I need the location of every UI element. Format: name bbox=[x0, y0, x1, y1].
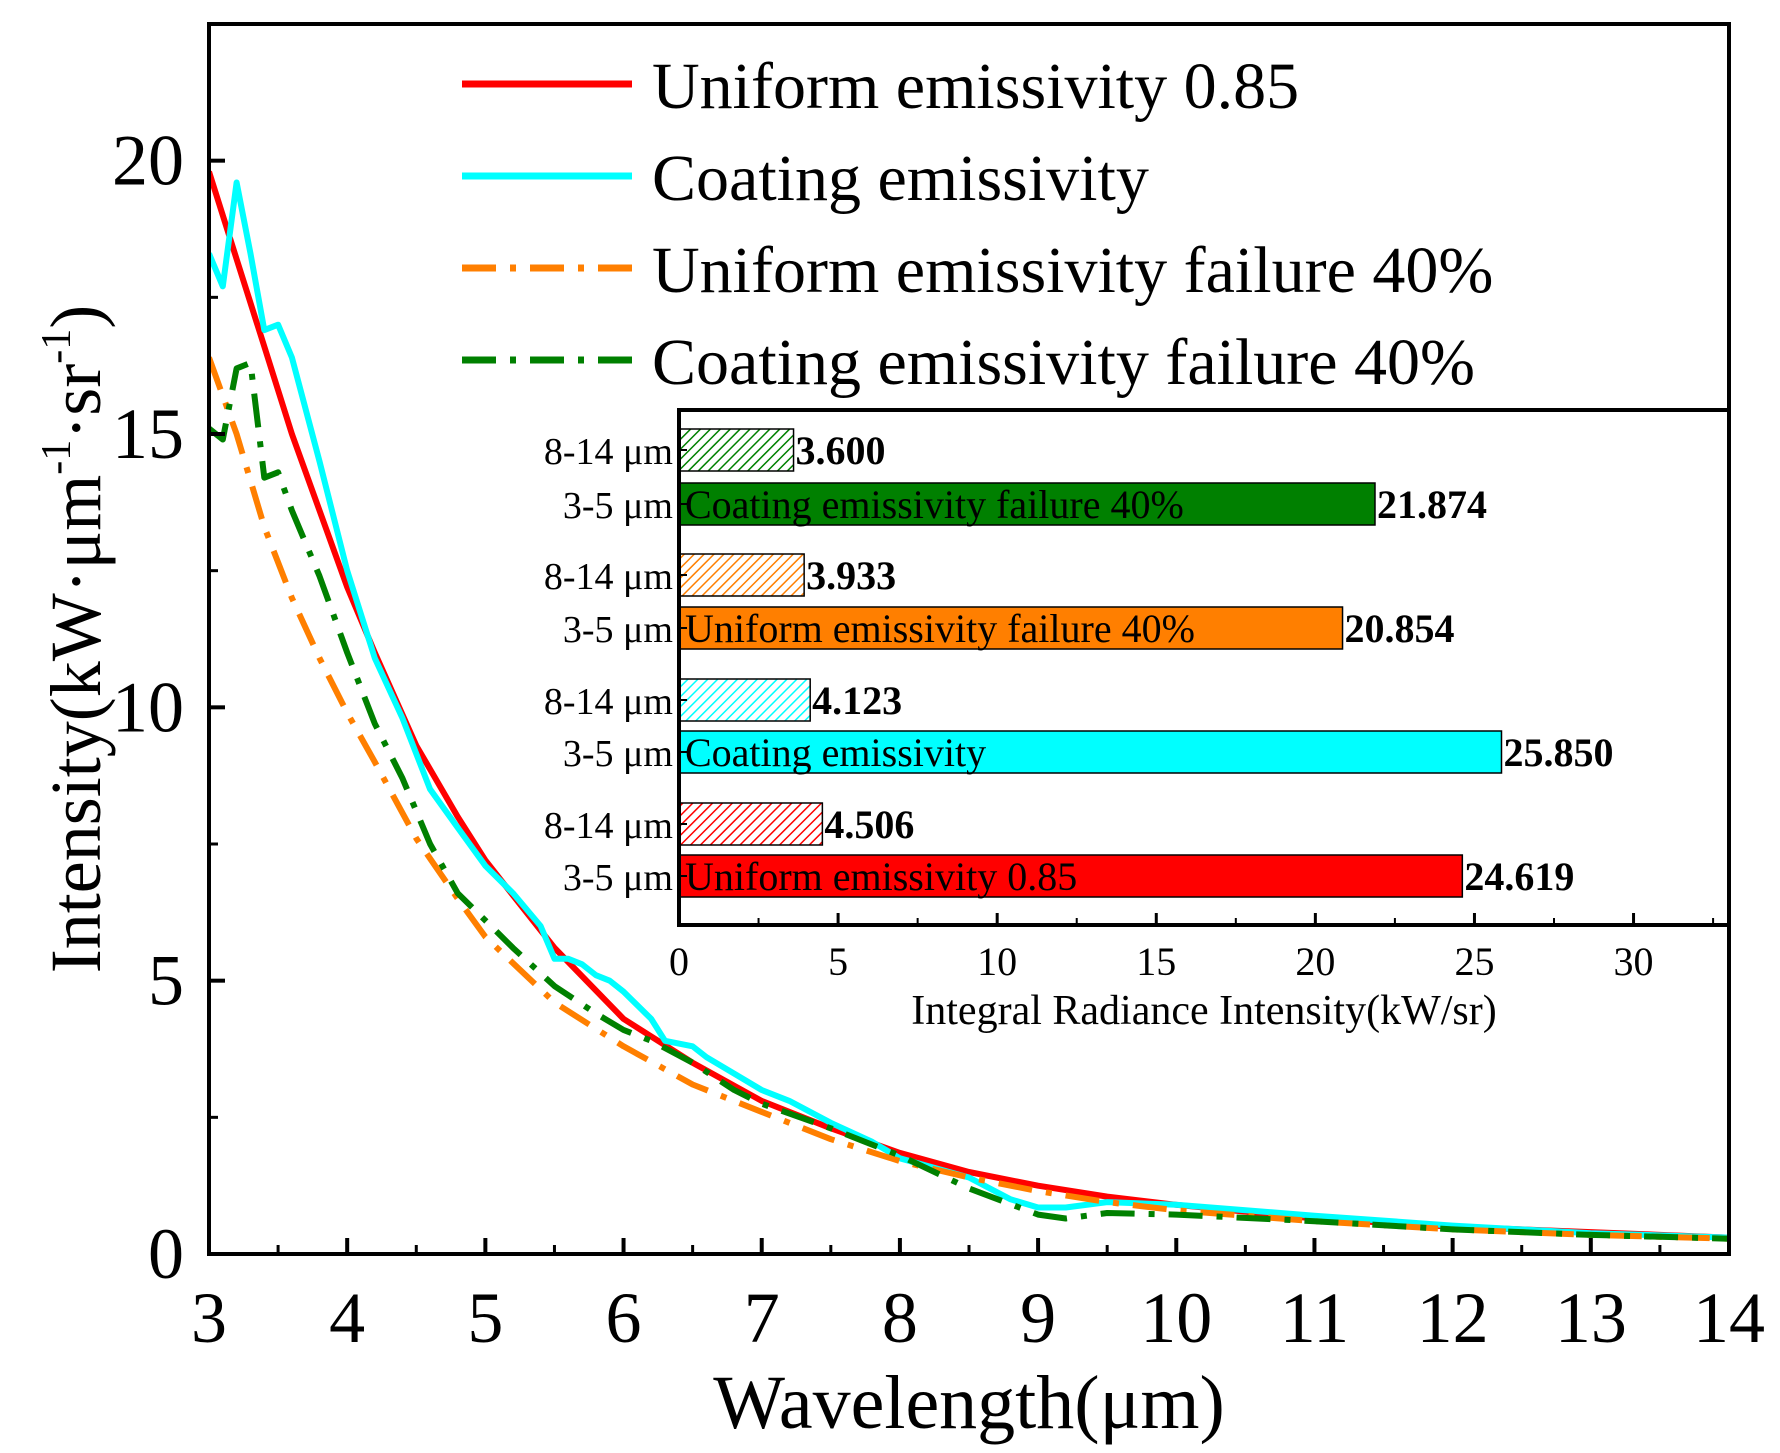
inset-bar-6 bbox=[678, 730, 1503, 774]
inset-bar-inner-label: Coating emissivity failure 40% bbox=[685, 482, 1184, 527]
x-tick-label: 9 bbox=[1020, 1278, 1056, 1358]
x-tick-label: 6 bbox=[606, 1278, 642, 1358]
y-label-text: ·sr bbox=[36, 364, 116, 440]
legend-label-3: Uniform emissivity failure 40% bbox=[652, 234, 1493, 307]
main-plot: 3 4 5 6 7 8 9 10 11 12 13 14 0 5 10 15 20 Wavelength(μm)… bbox=[34, 22, 1765, 1445]
inset-bar-value: 3.600 bbox=[796, 428, 886, 473]
inset-bar-value: 3.933 bbox=[806, 553, 896, 598]
x-tick-label: 7 bbox=[744, 1278, 780, 1358]
inset-bars-layer bbox=[678, 428, 1503, 898]
y-label-text: Intensity(kW·μm bbox=[36, 475, 116, 973]
inset-bar-2 bbox=[678, 482, 1376, 526]
x-tick-label: 3 bbox=[191, 1278, 227, 1358]
x-tick-label: 5 bbox=[467, 1278, 503, 1358]
inset-bar-inner-label: Uniform emissivity 0.85 bbox=[685, 854, 1077, 899]
x-tick-label: 10 bbox=[1140, 1278, 1212, 1358]
x-tick-label: 13 bbox=[1555, 1278, 1627, 1358]
inset-x-tick-label: 5 bbox=[828, 939, 848, 984]
y-tick-label: 5 bbox=[148, 941, 184, 1021]
y-tick-label: 15 bbox=[112, 394, 184, 474]
y-label-text: ) bbox=[36, 305, 116, 329]
inset-bar-7 bbox=[678, 802, 824, 846]
inset-category-label: 3-5 μm bbox=[563, 485, 673, 527]
inset-bar-3 bbox=[678, 553, 805, 597]
y-axis-label: Intensity(kW·μm-1·sr-1) bbox=[34, 305, 116, 973]
inset-x-axis-label: Integral Radiance Intensity(kW/sr) bbox=[911, 988, 1496, 1034]
inset-bar-1 bbox=[678, 428, 795, 472]
inset-bar-value: 25.850 bbox=[1504, 730, 1614, 775]
x-tick-label: 14 bbox=[1693, 1278, 1765, 1358]
inset-bar-inner-label: Uniform emissivity failure 40% bbox=[685, 606, 1195, 651]
inset-bar-value: 4.123 bbox=[812, 678, 902, 723]
inset-bar-value: 4.506 bbox=[824, 802, 914, 847]
inset-category-label: 3-5 μm bbox=[563, 857, 673, 899]
inset-bar-value: 24.619 bbox=[1464, 854, 1574, 899]
inset-x-tick-label: 25 bbox=[1454, 939, 1494, 984]
inset-x-tick-label: 15 bbox=[1136, 939, 1176, 984]
y-label-superscript: -1 bbox=[34, 440, 80, 475]
inset-bar-inner-label: Coating emissivity bbox=[685, 730, 986, 775]
legend-label-2: Coating emissivity bbox=[652, 142, 1149, 215]
inset-category-label: 8-14 μm bbox=[544, 681, 673, 723]
inset-bar-value: 21.874 bbox=[1377, 482, 1487, 527]
y-tick-label: 20 bbox=[112, 121, 184, 201]
inset-category-label: 3-5 μm bbox=[563, 609, 673, 651]
legend-label-1: Uniform emissivity 0.85 bbox=[652, 50, 1299, 123]
y-label-superscript: -1 bbox=[34, 329, 80, 364]
x-tick-label: 4 bbox=[329, 1278, 365, 1358]
inset-x-tick-label: 0 bbox=[669, 939, 689, 984]
tick-labels: 3 4 5 6 7 8 9 10 11 12 13 14 0 5 10 15 20 bbox=[112, 121, 1765, 1358]
inset-bar-8 bbox=[678, 854, 1464, 898]
series-line-2 bbox=[209, 179, 1729, 1241]
x-tick-label: 11 bbox=[1280, 1278, 1349, 1358]
inset-bar-4 bbox=[678, 606, 1344, 650]
x-axis-label: Wavelength(μm) bbox=[713, 1361, 1225, 1445]
inset-category-label: 8-14 μm bbox=[544, 805, 673, 847]
inset-tick-labels: 3.600 8-14 μm Coating emissivity failure 4… bbox=[544, 428, 1654, 984]
inset-bar-value: 20.854 bbox=[1345, 606, 1455, 651]
x-tick-label: 8 bbox=[882, 1278, 918, 1358]
series-layer bbox=[209, 170, 1729, 1242]
inset-bar-5 bbox=[678, 678, 811, 722]
inset-category-label: 3-5 μm bbox=[563, 733, 673, 775]
y-tick-label: 10 bbox=[112, 667, 184, 747]
inset-category-label: 8-14 μm bbox=[544, 431, 673, 473]
inset-x-tick-label: 20 bbox=[1295, 939, 1335, 984]
inset-x-tick-label: 30 bbox=[1614, 939, 1654, 984]
inset-bar-chart: 3.600 8-14 μm Coating emissivity failure 4… bbox=[544, 408, 1731, 1034]
y-tick-label: 0 bbox=[148, 1214, 184, 1294]
inset-frame bbox=[677, 408, 1731, 927]
legend: Uniform emissivity 0.85 Coating emissivit… bbox=[462, 50, 1493, 399]
legend-label-4: Coating emissivity failure 40% bbox=[652, 326, 1475, 399]
inset-x-tick-label: 10 bbox=[977, 939, 1017, 984]
inset-category-label: 8-14 μm bbox=[544, 556, 673, 598]
x-tick-label: 12 bbox=[1417, 1278, 1489, 1358]
